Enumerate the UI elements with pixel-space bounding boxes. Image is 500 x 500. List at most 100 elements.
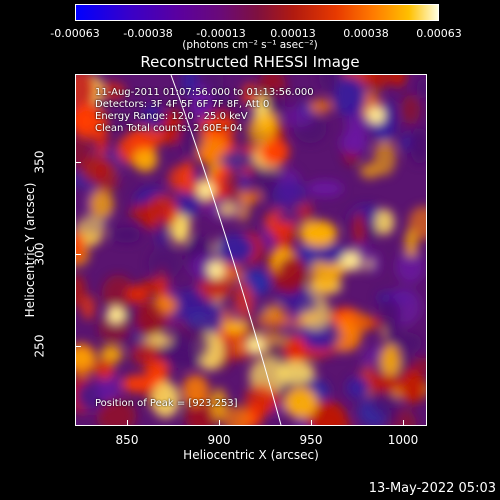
rhessi-image: 11-Aug-2011 01:07:56.000 to 01:13:56.000… [75,74,427,426]
emission-blob [76,348,96,368]
solar-limb [170,75,282,425]
emission-blob [96,81,126,100]
colorbar [75,4,439,21]
emission-blob [378,298,401,331]
emission-blob [381,99,396,140]
emission-blob [112,227,141,243]
time-range-text: 11-Aug-2011 01:07:56.000 to 01:13:56.000 [95,87,314,98]
x-tick-label: 1000 [387,433,419,447]
emission-blob [369,383,392,414]
emission-blob [352,211,366,245]
emission-blob [333,77,366,117]
emission-blob [256,310,292,329]
emission-blob [224,168,241,204]
emission-blob [284,387,318,419]
emission-blob [190,84,212,122]
emission-blob [267,91,286,116]
emission-blob [276,360,315,384]
x-axis-label: Heliocentric X (arcsec) [183,448,319,462]
emission-blob [240,190,262,204]
emission-blob [171,326,210,363]
emission-blob [276,210,301,223]
emission-blob [373,138,396,176]
colorbar-tick: -0.00013 [196,27,246,40]
emission-blob [287,291,317,314]
emission-blob [180,75,199,97]
emission-blob [364,75,392,89]
bright-spot [207,261,225,279]
emission-blob [346,376,370,400]
emission-blob [160,110,185,145]
emission-blob [400,352,415,369]
colorbar-tick: 0.00013 [270,27,316,40]
y-tick-mark [75,346,81,347]
emission-blob [368,252,381,274]
emission-blob [404,228,418,258]
colorbar-tick: 0.00063 [416,27,462,40]
emission-blob [380,344,401,377]
emission-blob [125,285,150,303]
emission-blob [259,137,290,166]
colorbar-tick: 0.00038 [343,27,389,40]
detectors-text: Detectors: 3F 4F 5F 6F 7F 8F, Att 0 [95,99,270,110]
emission-blob [154,217,169,247]
emission-blob [334,311,373,335]
y-axis-label: Heliocentric Y (arcsec) [23,182,37,318]
emission-blob [277,256,308,286]
emission-blob [366,375,402,391]
x-tick-mark [127,420,128,426]
emission-blob [221,320,248,335]
emission-blob [96,398,137,425]
emission-blob [101,274,135,312]
emission-blob [308,99,333,114]
emission-blob [174,190,203,217]
emission-blob [210,388,228,421]
x-tick-mark [403,420,404,426]
colorbar-tick: -0.00038 [123,27,173,40]
colorbar-tick: -0.00063 [50,27,100,40]
emission-blob [131,343,165,367]
emission-blob [218,201,237,217]
emission-blob [282,106,315,128]
emission-blob [81,155,107,183]
emission-blob [196,278,232,300]
emission-blob [130,203,166,222]
y-tick-mark [75,162,81,163]
emission-blob [247,115,277,145]
emission-blob [401,94,421,125]
emission-blob [81,295,95,320]
emission-blob [284,336,307,366]
emission-blob [178,118,204,156]
x-tick-label: 950 [299,433,323,447]
x-tick-label: 850 [115,433,139,447]
emission-blob [307,400,347,425]
emission-blob [94,360,115,380]
emission-blob [76,75,97,109]
emission-blob [197,115,237,138]
emission-layer [76,75,426,425]
counts-text: Clean Total counts: 2.60E+04 [95,123,243,134]
emission-blob [359,163,381,179]
emission-blob [133,147,158,172]
emission-blob [318,75,341,92]
emission-blob [222,405,252,425]
emission-blob [272,179,308,212]
emission-blob [410,127,426,165]
emission-blob [135,300,165,337]
plot-title: Reconstructed RHESSI Image [140,53,360,71]
date-stamp: 13-May-2022 05:03 [368,481,496,496]
emission-blob [234,281,254,321]
emission-blob [220,150,255,170]
emission-blob [416,77,426,99]
bright-spot [107,306,125,324]
y-tick-mark [75,254,81,255]
emission-blob [76,231,86,264]
emission-blob [76,105,97,135]
y-tick-label: 250 [32,334,47,358]
emission-blob [343,125,365,151]
emission-blob [307,180,344,197]
emission-blob [216,233,254,264]
emission-blob [250,163,264,187]
emission-blob [200,75,224,92]
emission-blob [299,220,338,247]
